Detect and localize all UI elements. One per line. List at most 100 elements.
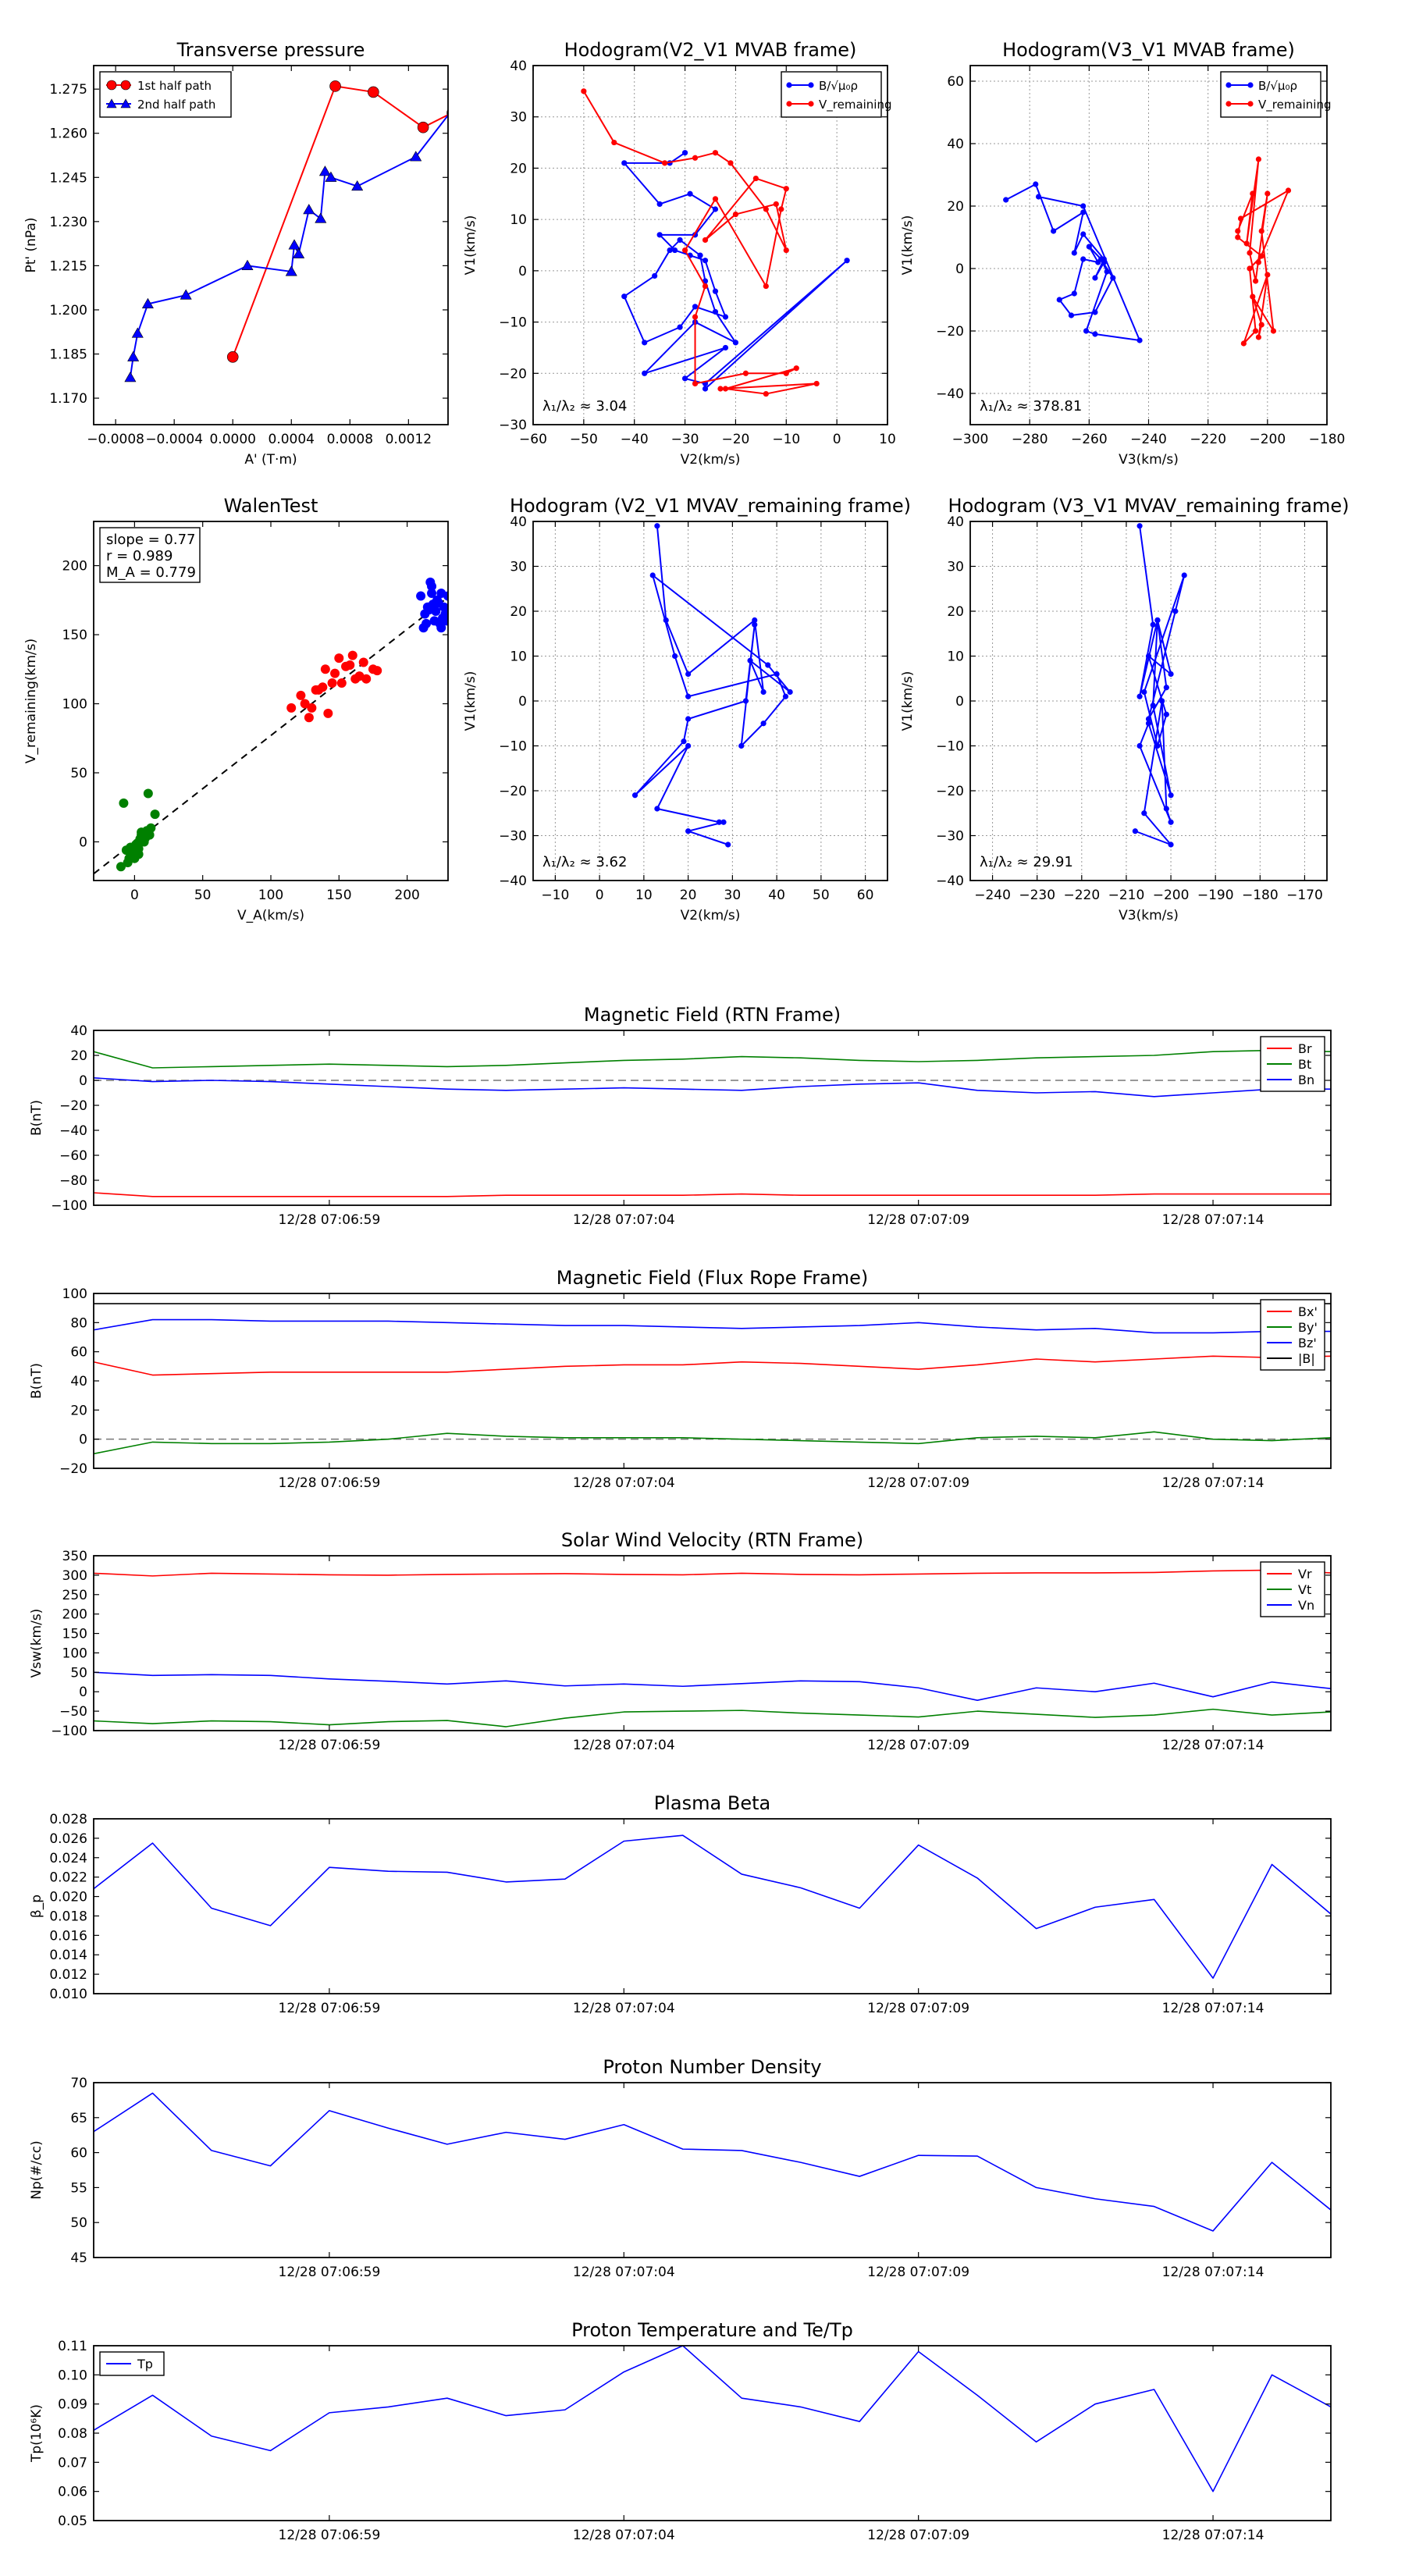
mfr-ytick-label-6: 100 — [62, 1286, 87, 1302]
h3-series-0-point-18 — [681, 738, 687, 745]
h1-xtick-label-5: −10 — [772, 432, 800, 447]
walen-stats-line-2: M_A = 0.779 — [106, 564, 196, 581]
beta-axes-frame — [93, 1818, 1332, 1994]
tpp-ylabel: Tp(10⁶K) — [29, 2404, 44, 2463]
np-xtick-label-1: 12/28 07:07:04 — [573, 2265, 675, 2280]
tp-series-1-point-2 — [131, 327, 144, 338]
h2-series-1-point-0 — [1235, 228, 1241, 234]
h1-title: Hodogram(V2_V1 MVAB frame) — [564, 39, 857, 61]
tp-series-1-point-11 — [318, 165, 331, 176]
vsw-ticks: 12/28 07:06:59 12/28 07:07:04 12/28 07:07:… — [51, 1549, 1331, 1753]
beta-ytick-label-5: 0.020 — [49, 1890, 87, 1905]
h2-series-0-point-2 — [1051, 228, 1057, 234]
tp-series-1-point-4 — [180, 289, 192, 300]
h1-series-1-point-23 — [722, 386, 729, 392]
mrtn-title: Magnetic Field (RTN Frame) — [584, 1004, 841, 1026]
tp-ticks: −0.0008 −0.0004 0.0000 0.0004 0.0008 0.0012 1.… — [49, 66, 448, 447]
tp-xtick-label-3: 0.0004 — [269, 432, 315, 447]
tp-series-0-point-2 — [368, 86, 379, 98]
h1-xlabel: V2(km/s) — [681, 452, 741, 468]
np-xtick-label-0: 12/28 07:06:59 — [279, 2265, 381, 2280]
walen-series-1-point-6 — [330, 668, 340, 678]
np-chart: 12/28 07:06:59 12/28 07:07:04 12/28 07:07:… — [29, 2056, 1332, 2280]
walen-series-2-point-21 — [436, 623, 446, 633]
h1-series — [581, 88, 850, 397]
walen-xtick-label-1: 50 — [194, 888, 212, 903]
tp-legend-label-1: 2nd half path — [137, 98, 215, 112]
mrtn-ytick-label-5: 0 — [79, 1073, 87, 1089]
h2-legend-marker-0-0 — [1225, 82, 1232, 88]
tp-title: Transverse pressure — [176, 39, 365, 61]
mfr-legend-label-2: Bz' — [1298, 1336, 1317, 1350]
beta-ytick-label-4: 0.018 — [49, 1909, 87, 1924]
h2-legend-frame — [1220, 71, 1321, 118]
h1-axes-frame — [532, 65, 888, 425]
tp-series-1-point-6 — [285, 265, 297, 276]
mrtn-series-0-line — [94, 1192, 1331, 1197]
beta-ytick-label-1: 0.012 — [49, 1967, 87, 1983]
walen-series-0-point-20 — [130, 853, 140, 863]
tpp-xtick-label-1: 12/28 07:07:04 — [573, 2528, 675, 2543]
walen-series — [116, 577, 448, 872]
h4-title: Hodogram (V3_V1 MVAV_remaining frame) — [948, 495, 1349, 517]
h1-series-0-point-20 — [697, 252, 703, 258]
beta-ytick-label-6: 0.022 — [49, 1870, 87, 1886]
h3-grid — [533, 521, 887, 881]
h3-xtick-label-0: −10 — [541, 888, 569, 903]
tp-series-1-point-10 — [315, 212, 327, 223]
h3-ytick-label-0: −40 — [499, 873, 527, 889]
h4-series-0-point-4 — [1163, 685, 1169, 691]
h1-legend-marker-1-0 — [786, 101, 792, 107]
h1-series-0-point-15 — [642, 340, 648, 346]
h2-ytick-label-5: 60 — [947, 74, 964, 90]
tp-legend-marker-b-0 — [120, 80, 131, 91]
h1-ylabel: V1(km/s) — [463, 215, 478, 276]
h1-series-0-point-12 — [722, 314, 729, 320]
h3-series-0-point-4 — [760, 688, 767, 696]
mfr-ytick-label-4: 60 — [70, 1345, 87, 1361]
vsw-series — [94, 1569, 1331, 1727]
h3-series-0-point-25 — [725, 841, 731, 848]
h1-series-0-point-18 — [667, 247, 673, 254]
walen-series-0-point-24 — [144, 830, 155, 840]
h1-legend-marker-0-1 — [808, 82, 814, 88]
vsw-xtick-label-2: 12/28 07:07:09 — [867, 1738, 969, 1753]
vsw-ylabel: Vsw(km/s) — [29, 1609, 44, 1678]
tpp-series — [94, 2346, 1331, 2492]
h2-series-0-point-22 — [1080, 203, 1087, 209]
h2-series-1-point-2 — [1243, 240, 1250, 247]
mfr-ticks: 12/28 07:06:59 12/28 07:07:04 12/28 07:07:… — [59, 1286, 1331, 1491]
walen-ylabel: V_remaining(km/s) — [23, 639, 39, 763]
h2-series — [1003, 156, 1292, 347]
tp-xtick-label-4: 0.0008 — [327, 432, 373, 447]
h2-series-0-point-9 — [1086, 244, 1092, 250]
h1-series-1-point-2 — [662, 160, 668, 166]
beta-xtick-label-1: 12/28 07:07:04 — [573, 2001, 675, 2016]
walen-series-0-point-25 — [132, 838, 142, 849]
vsw-legend-label-2: Vn — [1298, 1598, 1314, 1613]
h2-annotation: λ₁/λ₂ ≈ 378.81 — [980, 398, 1082, 415]
np-series — [94, 2092, 1331, 2232]
walen-chart: 0 50 100 150 200 0 50 100 150 200 WalenTest V_A(km/… — [23, 495, 449, 923]
walen-series-2-point-0 — [416, 591, 426, 601]
beta-ytick-label-9: 0.028 — [49, 1812, 87, 1827]
h2-legend-marker-0-1 — [1247, 82, 1254, 88]
h1-xtick-label-1: −50 — [570, 432, 598, 447]
mrtn-chart: 12/28 07:06:59 12/28 07:07:04 12/28 07:07:… — [29, 1004, 1332, 1228]
h2-series-0-point-23 — [1035, 194, 1042, 200]
h2-xtick-label-1: −280 — [1012, 432, 1048, 447]
h2-xtick-label-6: −180 — [1309, 432, 1346, 447]
h3-ytick-label-6: 20 — [510, 604, 527, 620]
h4-series-0-point-1 — [1150, 621, 1156, 628]
mrtn-ytick-label-7: 40 — [70, 1023, 87, 1039]
h2-series-1-point-8 — [1270, 328, 1277, 334]
h1-series-1-point-24 — [763, 390, 769, 397]
h3-series-0-point-8 — [649, 572, 656, 578]
mrtn-axes-frame — [93, 1030, 1332, 1206]
tpp-title: Proton Temperature and Te/Tp — [571, 2319, 853, 2341]
walen-series-1-point-18 — [307, 703, 317, 713]
tpp-ytick-label-4: 0.09 — [58, 2397, 87, 2413]
vsw-legend-label-0: Vr — [1298, 1567, 1312, 1582]
h2-series-0-point-17 — [1097, 256, 1104, 262]
